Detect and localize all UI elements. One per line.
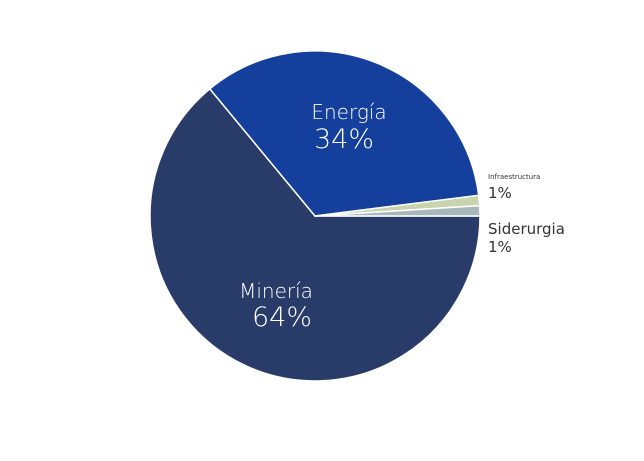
- pie-slice-energia: [209, 50, 480, 217]
- slice-label-mineria-value: 64%: [252, 302, 312, 333]
- pie-slices: [149, 50, 481, 382]
- pie-slice-mineria: [149, 88, 481, 382]
- slice-label-siderurgia-value: 1%: [488, 238, 512, 256]
- slice-label-energia-name: Energía: [311, 100, 386, 124]
- slice-label-siderurgia-name: Siderurgia: [488, 220, 565, 238]
- slice-label-mineria-name: Minería: [239, 279, 313, 303]
- slice-label-infraestructura-value: 1%: [488, 184, 512, 202]
- pie-slice-siderurgia: [314, 204, 481, 217]
- slice-label-infraestructura-name: Infraestructura: [488, 173, 540, 181]
- slice-label-energia-value: 34%: [314, 124, 374, 155]
